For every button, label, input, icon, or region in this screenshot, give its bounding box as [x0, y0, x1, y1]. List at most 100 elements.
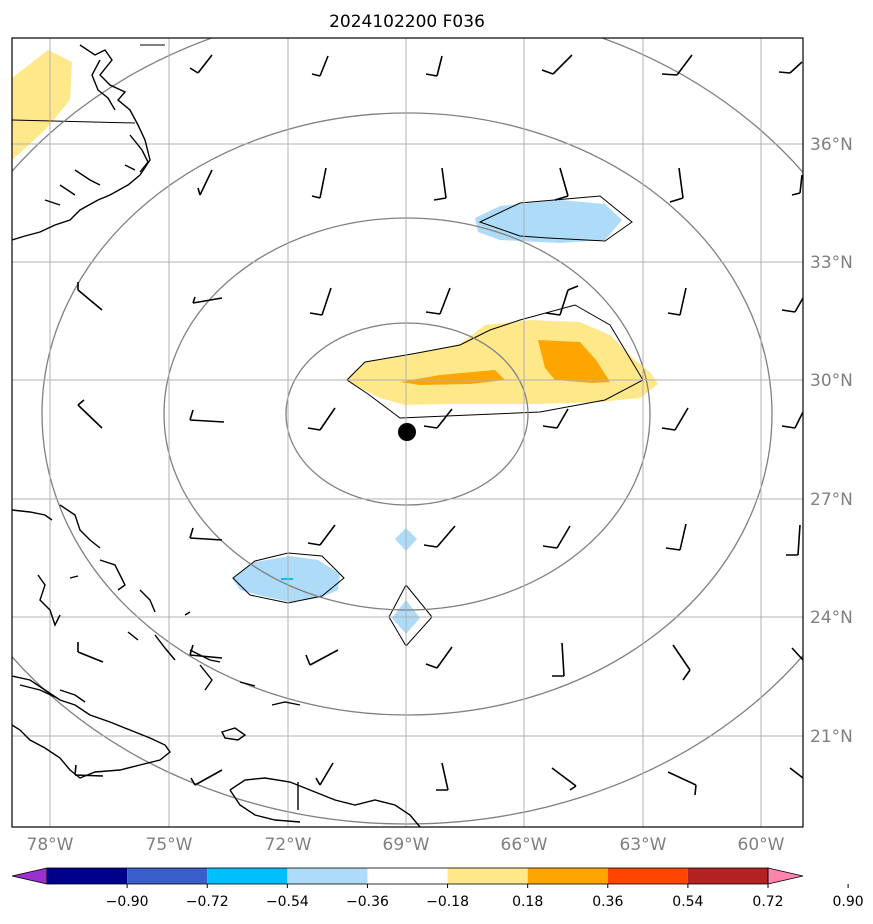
- wind-barb: [789, 767, 803, 779]
- contour-central: [346, 304, 644, 419]
- lat-label: 21°N: [810, 727, 853, 747]
- wind-barb: [436, 762, 449, 791]
- colorbar-extend-low: [11, 867, 48, 885]
- colorbar-swatch: [287, 868, 368, 884]
- wind-barb: [551, 767, 577, 791]
- colorbar-swatch: [527, 868, 608, 884]
- bahamas-2: [99, 559, 126, 591]
- wind-barb: [189, 54, 213, 74]
- wind-barb: [77, 282, 103, 311]
- wind-barb: [425, 646, 453, 669]
- wind-barb: [197, 169, 213, 196]
- bahamas-3: [37, 574, 61, 627]
- wind-barb: [77, 642, 104, 663]
- wind-barbs: [74, 54, 803, 796]
- coastlines: [12, 44, 421, 827]
- wind-barb: [554, 167, 569, 201]
- colorbar-extend-high: [767, 867, 804, 885]
- storm-center-marker: [398, 423, 416, 441]
- colorbar-tick-label: −0.90: [106, 894, 149, 910]
- wind-barb: [423, 408, 453, 429]
- wind-barb: [311, 167, 327, 199]
- colorbar: −0.90 −0.72 −0.54 −0.36 −0.18 0.18 0.36 0.54 0.7…: [11, 867, 864, 910]
- wind-barb: [667, 287, 687, 316]
- light-blue-northeast: [475, 200, 622, 243]
- wind-barb: [791, 174, 803, 196]
- wind-barb: [781, 411, 803, 429]
- wind-barb: [309, 287, 332, 316]
- wind-barb: [781, 297, 803, 313]
- wind-barb: [661, 54, 693, 76]
- orange-east-central: [538, 340, 610, 383]
- range-ring-4: [12, 38, 803, 825]
- cuba: [12, 675, 171, 779]
- lat-label: 27°N: [810, 490, 853, 510]
- wind-barb: [661, 407, 689, 431]
- yellow-northwest-corner: [12, 50, 72, 160]
- lon-label: 69°W: [383, 835, 430, 855]
- colorbar-tick-label: 0.72: [752, 894, 783, 910]
- contour-fragment: [12, 119, 136, 124]
- wind-barb: [667, 771, 697, 796]
- colorbar-tick-label: −0.36: [346, 894, 389, 910]
- wind-barb: [307, 524, 336, 546]
- colorbar-swatch: [367, 868, 448, 884]
- colorbar-tick-label: −0.18: [426, 894, 469, 910]
- wind-barb: [192, 296, 223, 304]
- lon-label: 60°W: [738, 835, 785, 855]
- colorbar-tick-label: 0.36: [592, 894, 623, 910]
- wind-barb: [307, 407, 336, 431]
- lat-label: 24°N: [810, 608, 853, 628]
- shaded-regions: [12, 50, 658, 634]
- range-ring-1: [285, 322, 529, 506]
- wind-barb: [433, 167, 447, 201]
- hispaniola: [229, 777, 421, 827]
- map-frame: [11, 37, 804, 828]
- colorbar-tick-label: 0.54: [672, 894, 703, 910]
- map-area: [12, 38, 803, 827]
- colorbar-frame: [46, 867, 769, 885]
- colorbar-swatch: [687, 868, 768, 884]
- contour-northeast: [478, 195, 633, 242]
- colorbar-swatch: [127, 868, 208, 884]
- florida-east: [12, 509, 53, 521]
- colorbar-tick-label: −0.72: [186, 894, 229, 910]
- lon-labels: 78°W 75°W 72°W 69°W 66°W 63°W 60°W: [27, 835, 785, 855]
- wind-barb: [665, 523, 687, 551]
- small-islands: [69, 575, 247, 741]
- us-east-coast: [12, 44, 151, 241]
- wind-barb: [315, 762, 334, 786]
- colorbar-tick-label: −0.54: [266, 894, 309, 910]
- orange-east-central-2: [400, 370, 505, 385]
- figure-title: 2024102200 F036: [329, 12, 485, 32]
- range-ring-3: [41, 112, 773, 716]
- colorbar-swatch: [447, 868, 528, 884]
- turks-caicos: [239, 681, 301, 706]
- colorbar-swatch: [207, 868, 288, 884]
- range-rings: [12, 38, 803, 825]
- wind-barb: [189, 527, 223, 541]
- lon-label: 66°W: [501, 835, 548, 855]
- wind-barb: [425, 55, 443, 77]
- bahamas-4: [127, 589, 176, 661]
- chesapeake: [44, 59, 116, 206]
- lon-label: 75°W: [146, 835, 193, 855]
- wind-barb: [305, 649, 339, 666]
- cuba-north-cays: [19, 684, 86, 703]
- wind-barb: [669, 167, 684, 203]
- contour-southwest: [232, 552, 345, 604]
- outer-banks: [124, 134, 149, 173]
- wind-barb: [545, 285, 579, 316]
- wind-barb: [542, 525, 571, 549]
- lon-label: 72°W: [265, 835, 312, 855]
- wind-barb: [778, 61, 803, 74]
- wind-barb: [77, 399, 103, 429]
- colorbar-swatch: [607, 868, 688, 884]
- wind-barb: [189, 644, 223, 659]
- lon-label: 63°W: [620, 835, 667, 855]
- wind-barb: [74, 764, 104, 777]
- wind-barb: [423, 525, 456, 548]
- colorbar-swatch: [47, 868, 128, 884]
- wind-barb: [552, 642, 565, 677]
